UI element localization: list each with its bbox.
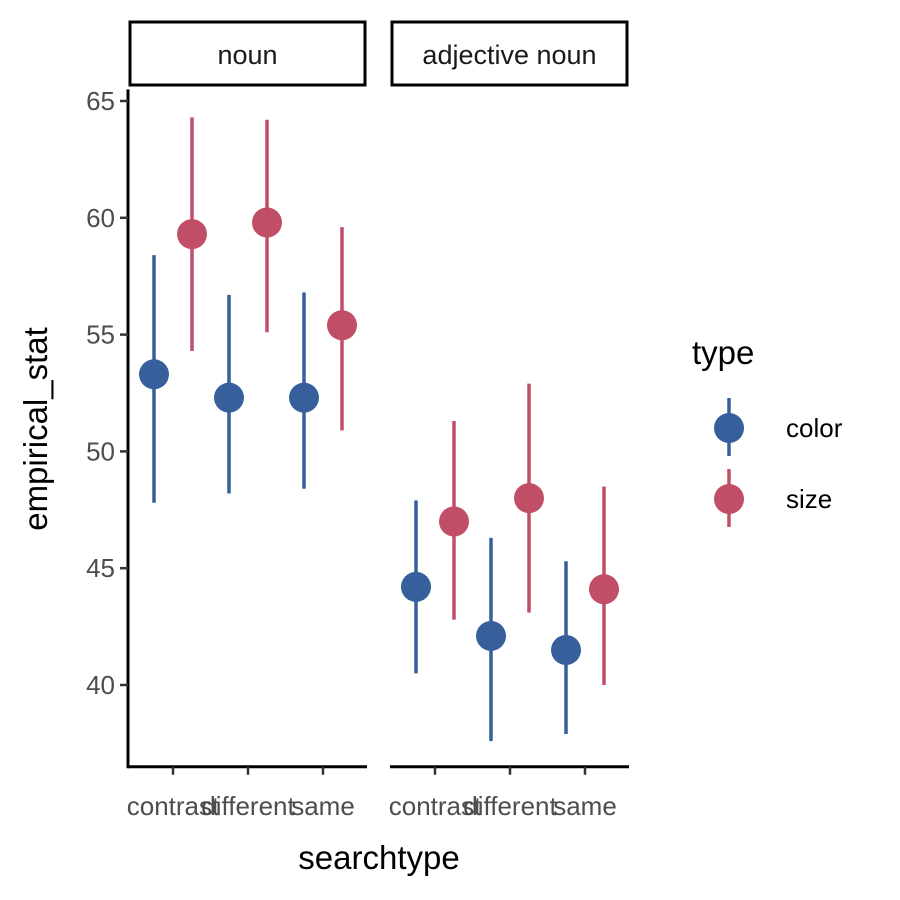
x-axis-title: searchtype	[298, 839, 459, 876]
facet-strip-label: adjective noun	[422, 40, 596, 70]
y-tick-label: 65	[86, 86, 115, 116]
data-point	[139, 359, 169, 390]
legend-label: size	[786, 484, 832, 514]
data-point	[289, 382, 319, 413]
data-point	[252, 207, 282, 238]
legend: type color size	[692, 334, 843, 527]
y-tick-label: 50	[86, 436, 115, 466]
data-point	[214, 382, 244, 413]
legend-key: size	[714, 469, 832, 527]
x-tick-label: same	[291, 791, 355, 821]
facet-strip	[128, 20, 367, 87]
data-point	[476, 620, 506, 651]
legend-key-point	[714, 413, 744, 443]
data-point	[551, 634, 581, 665]
y-axis-title: empirical_stat	[17, 327, 54, 531]
x-tick-label: contrast	[127, 791, 220, 821]
y-tick-label: 55	[86, 320, 115, 350]
data-point	[514, 483, 544, 514]
x-tick-label: different	[201, 791, 295, 821]
legend-label: color	[786, 413, 843, 443]
legend-title: type	[692, 334, 754, 371]
x-tick-label: same	[553, 791, 617, 821]
x-tick-label: different	[463, 791, 557, 821]
y-tick-label: 60	[86, 203, 115, 233]
data-point	[589, 574, 619, 605]
facet-strip-label: noun	[217, 40, 277, 70]
facet-strip	[390, 20, 629, 87]
data-point	[401, 571, 431, 602]
panels-layer: noun404550556065contrastdifferentsameadj…	[86, 20, 629, 821]
data-point	[327, 310, 357, 341]
data-point	[439, 506, 469, 537]
legend-key: color	[714, 398, 843, 456]
x-tick-label: contrast	[389, 791, 482, 821]
y-tick-label: 45	[86, 553, 115, 583]
data-point	[177, 219, 207, 250]
legend-key-point	[714, 484, 744, 514]
y-tick-label: 40	[86, 670, 115, 700]
legend-keys: color size	[714, 398, 843, 527]
